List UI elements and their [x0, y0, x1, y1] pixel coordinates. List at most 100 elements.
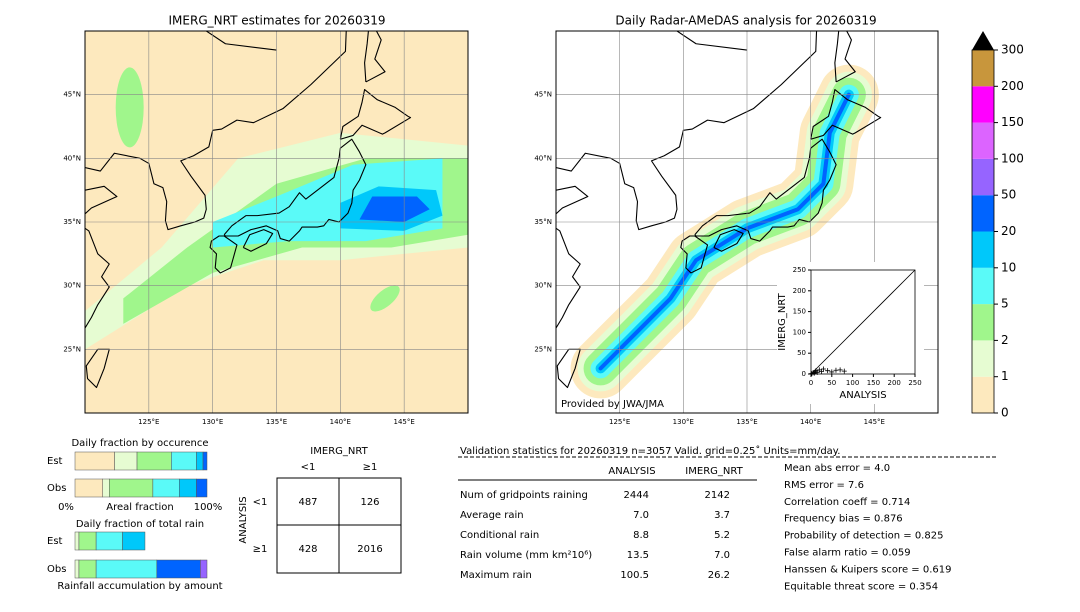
- fraction-segment: [196, 478, 208, 498]
- scatter-point: [833, 367, 839, 373]
- x-tick-label: 50: [827, 379, 836, 387]
- colorbar-label: 10: [1001, 260, 1016, 274]
- fraction-segment: [78, 559, 97, 579]
- fraction-segment: [171, 451, 197, 471]
- row-label: Est: [47, 456, 63, 467]
- x-axis-label: Areal fraction: [106, 502, 173, 513]
- y-tick-label: 150: [793, 308, 806, 316]
- stats-value: 26.2: [708, 570, 730, 581]
- scatter-point: [810, 370, 816, 376]
- fraction-segment: [74, 478, 103, 498]
- table-cell: 126: [360, 497, 379, 508]
- stats-value: 13.5: [627, 550, 649, 561]
- score: Equitable threat score = 0.354: [784, 581, 938, 592]
- colorbar-label: 20: [1001, 224, 1016, 238]
- coastline: [205, 31, 277, 51]
- x-min-label: 0%: [58, 502, 74, 513]
- colorbar-bin: [972, 376, 994, 413]
- fraction-segment: [74, 531, 80, 551]
- y-tick-label: 25°N: [534, 345, 552, 353]
- table-cell: 428: [298, 544, 317, 555]
- stats-label: Num of gridpoints raining: [460, 490, 588, 501]
- right-map-title: Daily Radar-AMeDAS analysis for 20260319: [615, 14, 876, 28]
- stats-value: 7.0: [714, 550, 730, 561]
- x-tick-label: 130°E: [673, 418, 694, 426]
- colorbar-bin: [972, 195, 994, 232]
- y-tick-label: 30°N: [534, 282, 552, 290]
- score: RMS error = 7.6: [784, 480, 864, 491]
- colorbar-label: 2: [1001, 333, 1009, 347]
- panel-title: Daily fraction of total rain: [76, 519, 204, 530]
- colorbar-bin: [972, 50, 994, 87]
- right-map-frame: [555, 30, 939, 414]
- fraction-segment: [196, 451, 204, 471]
- colorbar-label: 300: [1001, 43, 1024, 57]
- stats-value: 5.2: [714, 530, 730, 541]
- stats-header: ANALYSIS: [608, 466, 655, 477]
- colorbar-label: 0: [1001, 406, 1009, 420]
- coastline: [364, 31, 386, 83]
- coastline: [675, 31, 748, 51]
- scatter-point: [818, 369, 824, 375]
- fraction-segment: [152, 478, 180, 498]
- colorbar-bin: [972, 158, 994, 196]
- coastline: [694, 138, 837, 242]
- colorbar-bin: [972, 231, 994, 268]
- colorbar-bin: [972, 267, 994, 305]
- score: Correlation coeff = 0.714: [784, 497, 910, 508]
- stats-value: 8.8: [633, 530, 649, 541]
- fraction-segment: [202, 451, 208, 471]
- left-map: [85, 31, 468, 413]
- y-tick-label: 50: [797, 349, 806, 357]
- y-tick-label: 35°N: [534, 218, 552, 226]
- fraction-segment: [95, 531, 123, 551]
- x-tick-label: 140°E: [330, 418, 351, 426]
- x-axis-label: ANALYSIS: [839, 390, 886, 401]
- credit: Provided by JWA/JMA: [561, 399, 664, 410]
- row-title: ANALYSIS: [238, 496, 249, 543]
- colorbar-extend: [972, 31, 994, 50]
- table-cell: 2016: [357, 544, 382, 555]
- y-tick-label: 35°N: [63, 218, 81, 226]
- score: Probability of detection = 0.825: [784, 531, 943, 542]
- col-label: <1: [301, 462, 316, 473]
- fraction-segment: [136, 451, 172, 471]
- rain-area: [359, 196, 430, 222]
- y-tick-label: 100: [793, 328, 806, 336]
- fraction-segment: [78, 531, 97, 551]
- x-tick-label: 135°E: [736, 418, 757, 426]
- y-tick-label: 25°N: [63, 345, 81, 353]
- x-max-label: 100%: [194, 502, 223, 513]
- score: Frequency bias = 0.876: [784, 514, 903, 525]
- y-tick-label: 30°N: [63, 282, 81, 290]
- coastline: [680, 235, 709, 274]
- x-tick-label: 125°E: [609, 418, 630, 426]
- inset-frame: [810, 269, 916, 375]
- fraction-segment: [109, 478, 154, 498]
- y-tick-label: 45°N: [63, 91, 81, 99]
- scatter-point: [841, 368, 847, 374]
- coastline: [339, 89, 412, 140]
- coastline: [242, 229, 274, 252]
- scatter-point: [837, 367, 843, 373]
- stats-value: 7.0: [633, 510, 649, 521]
- x-tick-label: 145°E: [864, 418, 885, 426]
- fraction-segment: [200, 559, 208, 579]
- col-label: ≥1: [363, 462, 378, 473]
- colorbar-label: 150: [1001, 115, 1024, 129]
- x-tick-label: 150: [867, 379, 880, 387]
- table-cell: 487: [298, 497, 317, 508]
- y-tick-label: 40°N: [63, 154, 81, 162]
- score: False alarm ratio = 0.059: [784, 548, 911, 559]
- x-tick-label: 135°E: [266, 418, 287, 426]
- score: Hanssen & Kuipers score = 0.619: [784, 564, 951, 575]
- scatter-point: [809, 371, 815, 377]
- score: Mean abs error = 4.0: [784, 463, 890, 474]
- stats-title: Validation statistics for 20260319 n=305…: [460, 445, 840, 457]
- table-title: IMERG_NRT: [310, 446, 368, 457]
- coastline: [223, 138, 367, 242]
- coastline: [713, 229, 744, 252]
- colorbar-label: 50: [1001, 188, 1016, 202]
- scatter-point: [829, 369, 835, 375]
- colorbar-bin: [972, 86, 994, 123]
